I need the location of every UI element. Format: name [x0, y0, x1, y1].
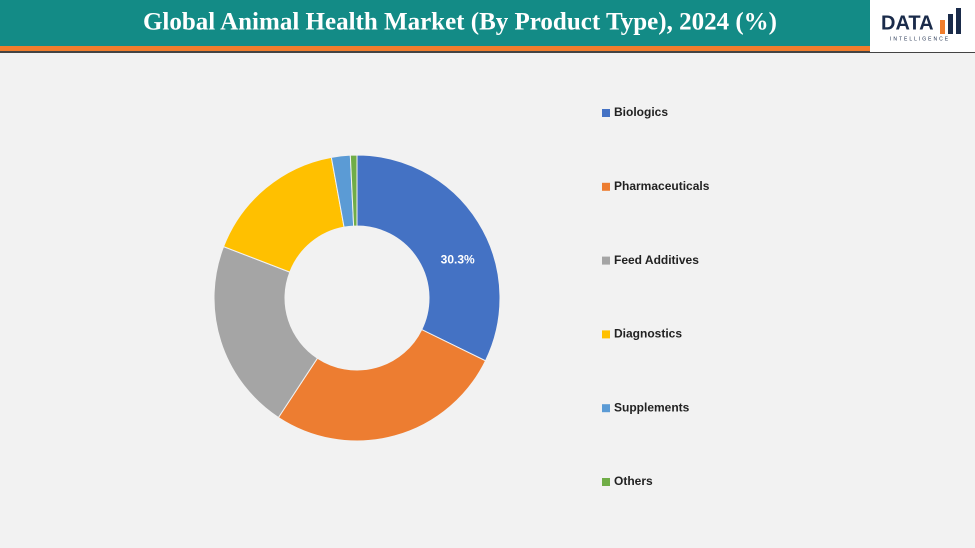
logo-icon [940, 20, 945, 34]
legend-swatch [602, 478, 610, 486]
header-shadow [0, 51, 975, 53]
legend-label: Feed Additives [614, 253, 699, 267]
legend-label: Diagnostics [614, 327, 682, 341]
header-accent [0, 46, 975, 51]
legend-label: Pharmaceuticals [614, 179, 710, 193]
donut-slice [356, 154, 501, 362]
legend-swatch [602, 109, 610, 117]
legend-swatch [602, 330, 610, 339]
logo-icon [948, 14, 953, 34]
legend-label: Others [614, 474, 653, 488]
chart-title: Global Animal Health Market (By Product … [143, 9, 777, 36]
legend-swatch [602, 404, 610, 413]
legend-swatch [602, 182, 610, 191]
donut-slice [277, 328, 487, 442]
logo-text: DATA [881, 12, 934, 34]
donut-slice [349, 154, 358, 227]
donut-slice [213, 245, 319, 419]
legend-label: Supplements [614, 400, 690, 414]
logo-subtitle: INTELLIGENCE [890, 36, 950, 42]
legend-label: Biologics [614, 105, 668, 119]
legend-swatch [602, 256, 610, 265]
data-label: 30.3% [441, 252, 475, 266]
logo-icon [956, 8, 961, 34]
header-bar [0, 0, 975, 46]
